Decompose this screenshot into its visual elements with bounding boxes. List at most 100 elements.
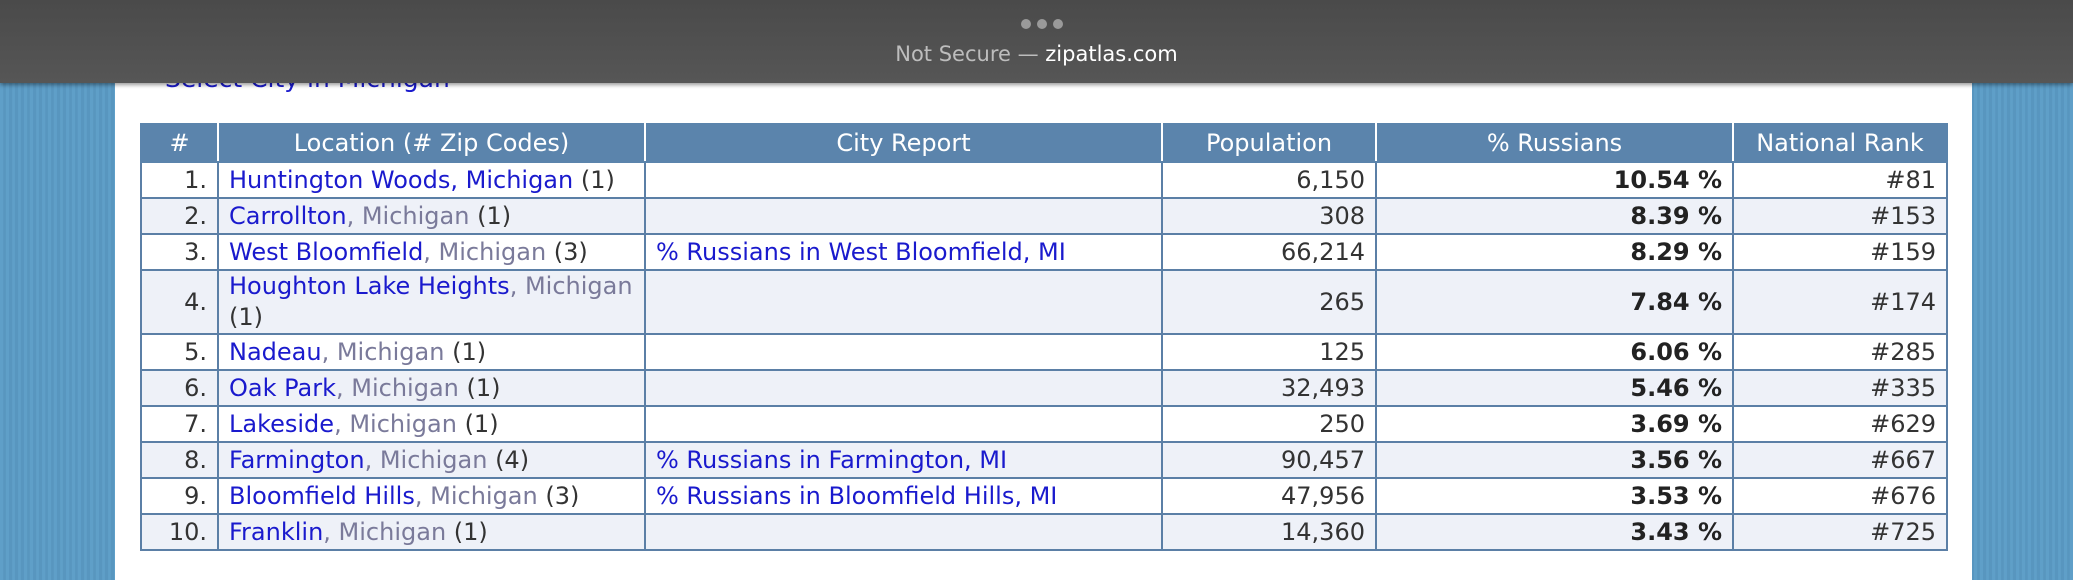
population: 250 [1161,405,1377,443]
zip-count: (1) [453,517,488,546]
pct-russians: 8.29 % [1630,237,1722,266]
pct-cell: 10.54 % [1375,161,1734,199]
report-link[interactable]: % Russians in Farmington, MI [656,445,1008,474]
population: 66,214 [1161,233,1377,271]
city-link[interactable]: Lakeside [229,409,335,438]
city-link[interactable]: West Bloomfield [229,237,424,266]
city-link[interactable]: Huntington Woods [229,165,451,194]
zip-count: (1) [466,373,501,402]
pct-cell: 8.29 % [1375,233,1734,271]
table-row: 7. Lakeside, Michigan (1) 250 3.69 % #629 [140,405,1948,443]
city-link[interactable]: Houghton Lake Heights [229,272,510,300]
state: , Michigan [334,409,457,438]
rank: 10. [140,513,219,551]
rank: 8. [140,441,219,479]
rank: 1. [140,161,219,199]
browser-bar: Not Secure — zipatlas.com [0,0,2073,83]
city-link[interactable]: Bloomfield Hills [229,481,415,510]
zip-count: (1) [452,337,487,366]
pct-russians: 3.69 % [1630,409,1722,438]
national-rank: #81 [1732,161,1948,199]
zip-count: (4) [495,445,530,474]
pct-russians: 5.46 % [1630,373,1722,402]
city-report [644,513,1163,551]
content: Select City in Michigan #Location (# Zip… [115,60,1972,580]
city-report: % Russians in Farmington, MI [644,441,1163,479]
zip-count: (3) [545,481,580,510]
population: 6,150 [1161,161,1377,199]
city-report [644,405,1163,443]
rank: 7. [140,405,219,443]
location: Farmington, Michigan (4) [217,441,646,479]
table-row: 6. Oak Park, Michigan (1) 32,493 5.46 % #335 [140,369,1948,407]
national-rank: #667 [1732,441,1948,479]
national-rank: #159 [1732,233,1948,271]
city-report [644,197,1163,235]
location: Huntington Woods, Michigan (1) [217,161,646,199]
header-row: # Location (# Zip Codes) City Report Popula… [140,123,1948,163]
population: 125 [1161,333,1377,371]
pct-cell: 3.69 % [1375,405,1734,443]
report-link[interactable]: % Russians in Bloomfield Hills, MI [656,481,1058,510]
pct-russians: 10.54 % [1613,165,1722,194]
city-report [644,333,1163,371]
location: Houghton Lake Heights, Michigan (1) [217,269,646,335]
state: , Michigan [321,337,445,366]
report-link[interactable]: % Russians in West Bloomfield, MI [656,237,1066,266]
national-rank: #629 [1732,405,1948,443]
column-header: Location (# Zip Codes) [217,123,646,163]
population: 47,956 [1161,477,1377,515]
rank: 6. [140,369,219,407]
city-link[interactable]: Franklin [229,517,324,546]
pct-russians: 8.39 % [1630,201,1722,230]
population: 14,360 [1161,513,1377,551]
column-header: Population [1161,123,1377,163]
pct-cell: 5.46 % [1375,369,1734,407]
city-report [644,269,1163,335]
rank: 9. [140,477,219,515]
pct-cell: 8.39 % [1375,197,1734,235]
state: , Michigan [423,237,547,266]
location: Nadeau, Michigan (1) [217,333,646,371]
rank: 5. [140,333,219,371]
national-rank: #725 [1732,513,1948,551]
rank: 4. [140,269,219,335]
zip-count: (1) [580,165,615,194]
pct-russians: 3.53 % [1630,481,1722,510]
population: 265 [1161,269,1377,335]
pct-russians: 7.84 % [1630,287,1722,316]
address[interactable]: Not Secure — zipatlas.com [0,42,2073,66]
national-rank: #174 [1732,269,1948,335]
zip-count: (3) [553,237,588,266]
table-row: 5. Nadeau, Michigan (1) 125 6.06 % #285 [140,333,1948,371]
pct-cell: 3.56 % [1375,441,1734,479]
state: , Michigan [323,517,447,546]
table-row: 10. Franklin, Michigan (1) 14,360 3.43 % #72… [140,513,1948,551]
table-row: 1. Huntington Woods, Michigan (1) 6,150 10.… [140,161,1948,199]
pct-cell: 6.06 % [1375,333,1734,371]
pct-cell: 7.84 % [1375,269,1734,335]
city-report: % Russians in Bloomfield Hills, MI [644,477,1163,515]
city-report [644,161,1163,199]
city-link[interactable]: Oak Park [229,373,336,402]
state-link[interactable]: , Michigan [450,165,574,194]
national-rank: #335 [1732,369,1948,407]
location: Franklin, Michigan (1) [217,513,646,551]
column-header: City Report [644,123,1163,163]
table-row: 3. West Bloomfield, Michigan (3) % Russian… [140,233,1948,271]
state: , Michigan [346,201,470,230]
table-row: 8. Farmington, Michigan (4) % Russians in … [140,441,1948,479]
zip-count: (1) [229,303,263,331]
location: Lakeside, Michigan (1) [217,405,646,443]
city-link[interactable]: Farmington [229,445,365,474]
city-report: % Russians in West Bloomfield, MI [644,233,1163,271]
population: 308 [1161,197,1377,235]
rank: 3. [140,233,219,271]
city-link[interactable]: Nadeau [229,337,322,366]
city-link[interactable]: Carrollton [229,201,347,230]
menu-dots[interactable] [1020,18,1064,30]
table-row: 4. Houghton Lake Heights, Michigan (1) 265… [140,269,1948,335]
population: 32,493 [1161,369,1377,407]
security: Not Secure — [895,42,1039,66]
